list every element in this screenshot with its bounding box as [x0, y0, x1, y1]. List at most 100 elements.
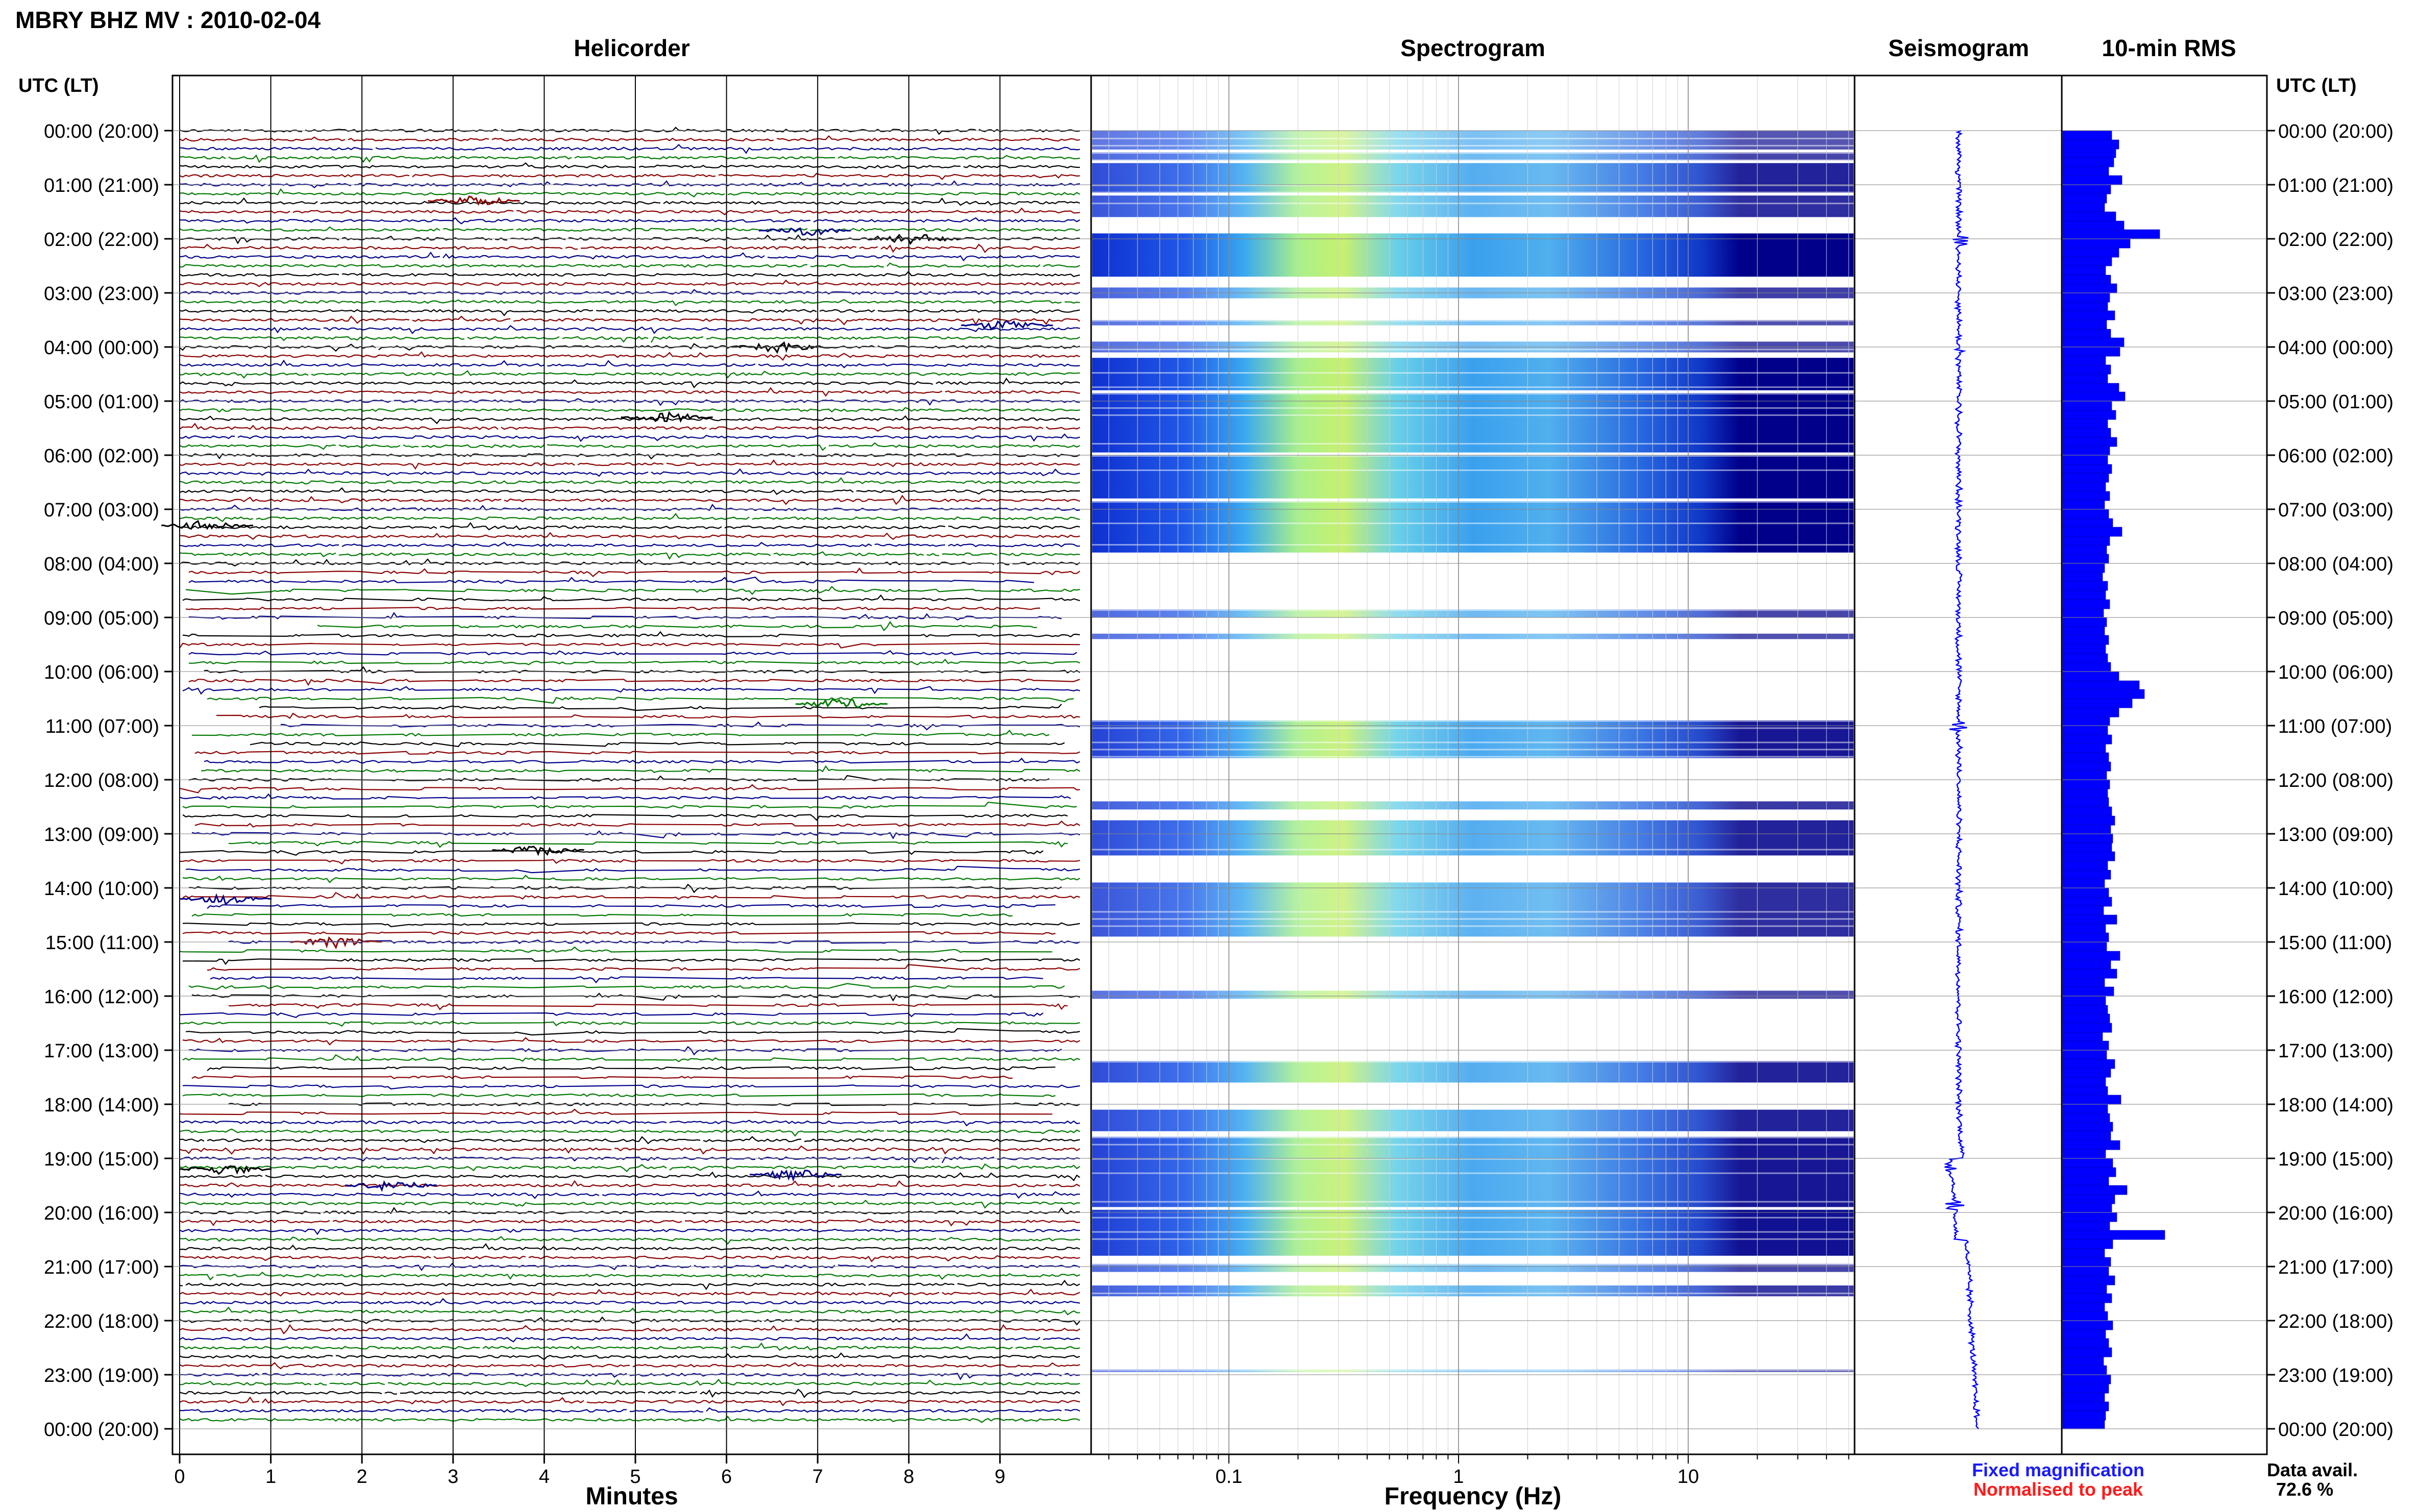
- spectrogram-stripe: [1092, 749, 1854, 751]
- rms-bar: [2062, 1095, 2121, 1105]
- spectrogram-stripe: [1092, 756, 1854, 758]
- helicorder-trace-line: [250, 741, 1065, 748]
- rms-frame: [2061, 75, 2268, 1455]
- rms-bar: [2062, 265, 2106, 276]
- helicorder-trace-line: [179, 551, 1080, 560]
- helicorder-trace-line: [179, 1407, 1080, 1413]
- rms-bar: [2062, 473, 2109, 483]
- helicorder-trace-line: [188, 567, 1080, 577]
- ytick-label-right: 03:00 (23:00): [2278, 283, 2393, 305]
- spectrogram-stripe: [1092, 1082, 1854, 1084]
- rms-bar: [2062, 563, 2105, 573]
- rms-bar: [2062, 374, 2108, 384]
- helicorder-trace-line: [179, 459, 1080, 470]
- helicorder-trace-line: [182, 891, 1080, 900]
- helicorder-trace-line: [194, 751, 1080, 755]
- ytick-label-left: 22:00 (18:00): [44, 1311, 159, 1332]
- spectrogram-band: [1092, 720, 1854, 758]
- helicorder-trace-line: [179, 387, 1080, 397]
- rms-bar: [2062, 275, 2111, 285]
- helicorder-trace-line: [179, 1108, 1053, 1116]
- helicorder-trace-line: [182, 1084, 1080, 1089]
- helicorder-trace-line: [179, 407, 1080, 413]
- spectrogram-xlabel: Frequency (Hz): [1385, 1483, 1562, 1510]
- helicorder-trace-line: [179, 423, 1080, 432]
- helicorder-trace-line: [191, 1075, 1013, 1079]
- helicorder-trace-line: [179, 1228, 1080, 1235]
- helicorder-trace-line: [182, 1054, 1080, 1062]
- helicorder-xtick-label: 3: [448, 1466, 458, 1488]
- seismogram-title: Seismogram: [1888, 35, 2029, 61]
- rms-bar: [2062, 824, 2111, 834]
- helicorder-trace-line: [179, 513, 1080, 523]
- helicorder-trace-line: [179, 343, 1080, 352]
- rms-bar: [2062, 842, 2112, 853]
- spectrogram-stripe: [1092, 1172, 1854, 1174]
- rms-bar: [2062, 1329, 2106, 1340]
- helicorder-trace-line: [185, 865, 1080, 874]
- rms-bar: [2062, 509, 2109, 519]
- rms-bar: [2062, 554, 2109, 564]
- helicorder-trace-line: [179, 504, 1080, 511]
- rms-bar: [2062, 1302, 2105, 1312]
- helicorder-trace-line: [188, 576, 1034, 584]
- helicorder-trace-line: [179, 377, 1080, 389]
- helicorder-trace-line: [179, 325, 1080, 334]
- rms-bar: [2062, 851, 2115, 861]
- helicorder-trace-line: [210, 976, 1044, 984]
- spectrogram-stripe: [1092, 184, 1854, 186]
- helicorder-trace-line: [179, 335, 1080, 343]
- helicorder-trace-line: [179, 289, 1080, 295]
- ytick-label-left: 00:00 (20:00): [44, 121, 159, 142]
- rms-bar: [2062, 500, 2105, 510]
- helicorder-trace-line: [179, 1163, 1080, 1173]
- rms-bar: [2062, 1203, 2112, 1213]
- rms-bar: [2062, 1059, 2115, 1069]
- rms-bar: [2062, 319, 2107, 330]
- helicorder-xtick-label: 5: [630, 1466, 640, 1488]
- helicorder-trace-line: [207, 1066, 1056, 1072]
- rms-bar: [2062, 833, 2113, 844]
- rms-bar: [2062, 887, 2109, 898]
- rms-bar: [2062, 761, 2111, 772]
- ytick-label-right: 07:00 (03:00): [2278, 500, 2393, 521]
- rms-bar: [2062, 671, 2119, 681]
- legend-normalised-to-peak: Normalised to peak: [1973, 1479, 2143, 1500]
- helicorder-trace-line: [179, 1372, 1080, 1380]
- ytick-label-left: 11:00 (07:00): [45, 716, 159, 737]
- rms-title: 10-min RMS: [2102, 35, 2236, 61]
- spectrogram-stripe: [1092, 407, 1854, 409]
- ytick-label-left: 04:00 (00:00): [44, 337, 159, 359]
- ytick-label-right: 12:00 (08:00): [2278, 770, 2393, 791]
- helicorder-trace-line: [228, 840, 1068, 848]
- rms-bar: [2062, 599, 2110, 609]
- rms-bar: [2062, 1392, 2105, 1402]
- rms-bar: [2062, 310, 2115, 320]
- helicorder-event: [749, 1169, 842, 1182]
- rms-bar: [2062, 527, 2122, 537]
- ytick-label-right: 04:00 (00:00): [2278, 337, 2393, 359]
- rms-bar: [2062, 608, 2104, 618]
- rms-bar: [2062, 897, 2112, 907]
- rms-bar: [2062, 211, 2116, 221]
- rms-bar: [2062, 941, 2107, 952]
- rms-bar: [2062, 716, 2110, 726]
- ytick-label-right: 11:00 (07:00): [2278, 716, 2392, 737]
- helicorder-trace-line: [179, 154, 1080, 163]
- spectrogram-stripe: [1092, 145, 1854, 146]
- helicorder-trace-line: [179, 1207, 1080, 1214]
- helicorder-trace-line: [179, 1156, 1080, 1163]
- rms-bar: [2062, 806, 2112, 816]
- rms-bar: [2062, 545, 2107, 555]
- spectrogram-stripe: [1092, 469, 1854, 471]
- helicorder-trace-line: [179, 1288, 1080, 1297]
- rms-bar: [2062, 1383, 2109, 1394]
- spectrogram-stripe: [1092, 1061, 1854, 1063]
- ytick-label-right: 00:00 (20:00): [2278, 1419, 2393, 1441]
- rms-bar: [2062, 1248, 2105, 1258]
- rms-bar: [2062, 455, 2108, 465]
- ytick-label-left: 20:00 (16:00): [44, 1203, 159, 1224]
- rms-bar: [2062, 1005, 2108, 1015]
- spectrogram-band: [1092, 990, 1854, 999]
